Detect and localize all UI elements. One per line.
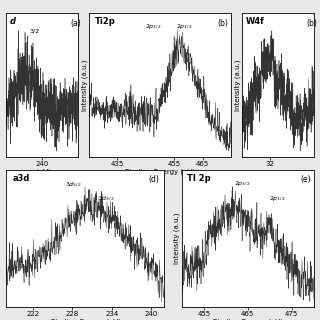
Text: $3d_{5/2}$: $3d_{5/2}$ (65, 180, 81, 189)
Text: $2p_{3/2}$: $2p_{3/2}$ (145, 23, 161, 31)
X-axis label: Binding Energy (eV): Binding Energy (eV) (125, 168, 195, 175)
Text: (e): (e) (300, 175, 311, 184)
Text: d: d (9, 17, 15, 26)
Text: (a): (a) (70, 19, 81, 28)
Text: (b): (b) (307, 19, 317, 28)
Text: $2p_{1/2}$: $2p_{1/2}$ (268, 194, 285, 203)
Text: $2p_{1/2}$: $2p_{1/2}$ (176, 23, 192, 31)
Y-axis label: Intensity (a.u.): Intensity (a.u.) (81, 59, 87, 110)
Text: $3d_{3/2}$: $3d_{3/2}$ (98, 194, 114, 203)
Text: 3/2: 3/2 (29, 28, 39, 34)
Text: $2p_{3/2}$: $2p_{3/2}$ (234, 179, 251, 188)
Text: (b): (b) (217, 19, 228, 28)
Text: (d): (d) (149, 175, 160, 184)
Text: W4f: W4f (245, 17, 264, 26)
X-axis label: Binding Energy (eV): Binding Energy (eV) (51, 319, 120, 320)
Text: a3d: a3d (13, 174, 30, 183)
Y-axis label: Intensity (a.u.): Intensity (a.u.) (174, 213, 180, 264)
Text: Tl 2p: Tl 2p (187, 174, 211, 183)
X-axis label: Binding Energy (eV): Binding Energy (eV) (213, 319, 283, 320)
Y-axis label: Intensity (a.u.): Intensity (a.u.) (235, 59, 241, 110)
Text: Ti2p: Ti2p (95, 17, 115, 26)
X-axis label:  (eV): (eV) (34, 168, 50, 175)
